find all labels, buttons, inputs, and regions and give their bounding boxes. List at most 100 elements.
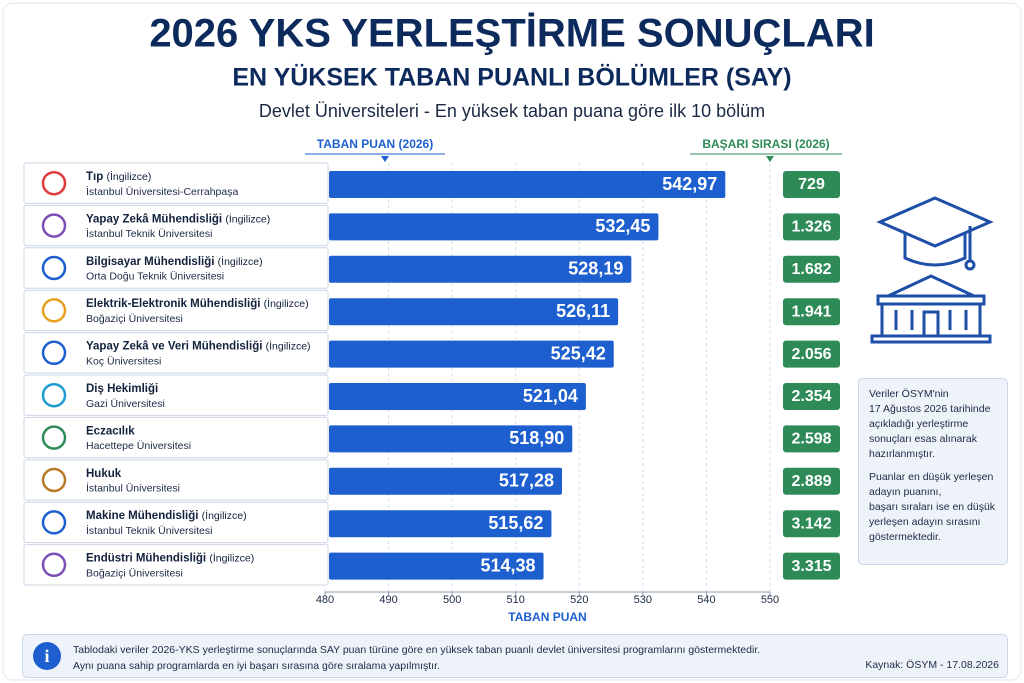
note-line: başarı sıraları ise en düşük <box>869 501 996 513</box>
bar <box>329 213 659 241</box>
description: Devlet Üniversiteleri - En yüksek taban … <box>259 101 765 121</box>
x-tick-label: 510 <box>507 594 525 606</box>
program-name: Endüstri Mühendisliği (İngilizce) <box>86 551 254 564</box>
university: İstanbul Üniversitesi-Cerrahpaşa <box>86 185 238 198</box>
chart-subtitle: EN YÜKSEK TABAN PUANLI BÖLÜMLER (SAY) <box>232 63 791 92</box>
bar <box>329 383 586 410</box>
university: Orta Doğu Teknik Üniversitesi <box>86 271 224 283</box>
category-icon <box>41 382 67 408</box>
program: Elektrik-Elektronik Mühendisliği <box>86 298 260 310</box>
program-note: (İngilizce) <box>106 170 151 183</box>
rank-box <box>783 510 840 538</box>
rank-header: BAŞARI SIRASI (2026) <box>702 137 829 151</box>
x-tick-label: 520 <box>570 594 588 606</box>
note-paragraph: Veriler ÖSYM'nin 17 Ağustos 2026 tarihind… <box>869 387 997 462</box>
value-label: 525,42 <box>551 343 606 363</box>
header-arrow <box>766 156 774 162</box>
bar <box>329 467 562 495</box>
program-note: (İngilizce) <box>225 212 270 225</box>
category-card <box>23 289 329 332</box>
bar <box>329 510 552 538</box>
x-tick-label: 500 <box>443 594 461 606</box>
category-card <box>23 416 329 459</box>
value-label: 521,04 <box>523 386 578 406</box>
note-line: yerleşen adayın sırasını <box>869 516 981 528</box>
x-tick-label: 530 <box>634 594 652 606</box>
x-tick-label: 540 <box>697 594 715 606</box>
info-icon: i <box>33 642 61 670</box>
category-icon <box>41 170 67 196</box>
value-label: 514,38 <box>480 555 535 575</box>
value-label: 528,19 <box>568 259 623 279</box>
footnote-line: Tablodaki veriler 2026-YKS yerleştirme s… <box>73 644 761 656</box>
category-icon <box>41 510 67 535</box>
rank-box <box>783 467 840 495</box>
university: Boğaziçi Üniversitesi <box>86 313 183 325</box>
bar <box>329 298 619 326</box>
program-name: Yapay Zekâ Mühendisliği (İngilizce) <box>86 212 270 225</box>
bar <box>329 552 544 580</box>
footnote: Tablodaki veriler 2026-YKS yerleştirme s… <box>73 642 760 674</box>
rank-box <box>783 340 840 368</box>
category-card <box>23 332 329 374</box>
program: Tıp <box>86 171 103 183</box>
x-tick-label: 550 <box>761 594 779 606</box>
note-box: Veriler ÖSYM'nin 17 Ağustos 2026 tarihind… <box>858 378 1008 565</box>
program-note: (İngilizce) <box>264 297 309 310</box>
program-name: Diş Hekimliği <box>86 383 158 395</box>
program-note: (İngilizce) <box>266 339 311 352</box>
rank-label: 2.889 <box>791 473 831 490</box>
program-note: (İngilizce) <box>202 509 247 522</box>
program-name: Bilgisayar Mühendisliği (İngilizce) <box>86 255 263 268</box>
rank-box <box>783 255 840 283</box>
value-label: 517,28 <box>499 471 554 491</box>
program-name: Hukuk <box>86 468 122 480</box>
category-card <box>23 501 329 544</box>
x-tick-label: 490 <box>379 594 397 606</box>
category-icon <box>41 425 67 450</box>
note-line: sonuçları esas alınarak <box>869 433 977 445</box>
rank-label: 1.682 <box>791 261 831 278</box>
rank-label: 3.142 <box>791 515 831 532</box>
footer: i Tablodaki veriler 2026-YKS yerleştirme… <box>22 634 1008 678</box>
program: Eczacılık <box>86 425 135 437</box>
note-line: açıkladığı yerleştirme <box>869 418 969 430</box>
bar <box>329 340 614 368</box>
value-label: 515,62 <box>488 513 543 533</box>
university: İstanbul Üniversitesi <box>86 482 180 495</box>
rank-label: 1.941 <box>791 303 831 320</box>
value-label: 518,90 <box>509 428 564 448</box>
category-icon <box>41 340 67 366</box>
note-paragraph: Puanlar en düşük yerleşen adayın puanını,… <box>869 470 997 545</box>
category-card <box>23 204 329 247</box>
note-line: Veriler ÖSYM'nin <box>869 388 949 400</box>
rank-label: 2.056 <box>791 346 831 363</box>
note-line: göstermektedir. <box>869 531 941 543</box>
rank-box <box>783 552 840 580</box>
program-name: Tıp (İngilizce) <box>86 170 151 183</box>
rank-box <box>783 213 840 241</box>
value-label: 526,11 <box>556 301 610 321</box>
value-label: 532,45 <box>595 216 650 236</box>
source: Kaynak: ÖSYM - 17.08.2026 <box>865 659 999 671</box>
program: Diş Hekimliği <box>86 383 158 395</box>
icon-education <box>870 196 994 344</box>
category-icon <box>41 298 67 323</box>
category-card <box>23 247 329 289</box>
program: Yapay Zekâ Mühendisliği <box>86 213 222 225</box>
program-name: Elektrik-Elektronik Mühendisliği (İngili… <box>86 297 309 310</box>
rank-box <box>783 383 840 410</box>
program-note: (İngilizce) <box>218 255 263 268</box>
rank-label: 2.354 <box>791 388 831 405</box>
category-card <box>23 374 329 416</box>
value-header: TABAN PUAN (2026) <box>317 137 433 151</box>
chart-title: 2026 YKS YERLEŞTİRME SONUÇLARI <box>149 12 874 56</box>
program: Makine Mühendisliği <box>86 510 198 522</box>
university: Hacettepe Üniversitesi <box>86 440 191 452</box>
rank-label: 729 <box>798 176 825 193</box>
university: İstanbul Teknik Üniversitesi <box>86 524 212 537</box>
university: İstanbul Teknik Üniversitesi <box>86 227 212 240</box>
university: Boğaziçi Üniversitesi <box>86 567 183 579</box>
